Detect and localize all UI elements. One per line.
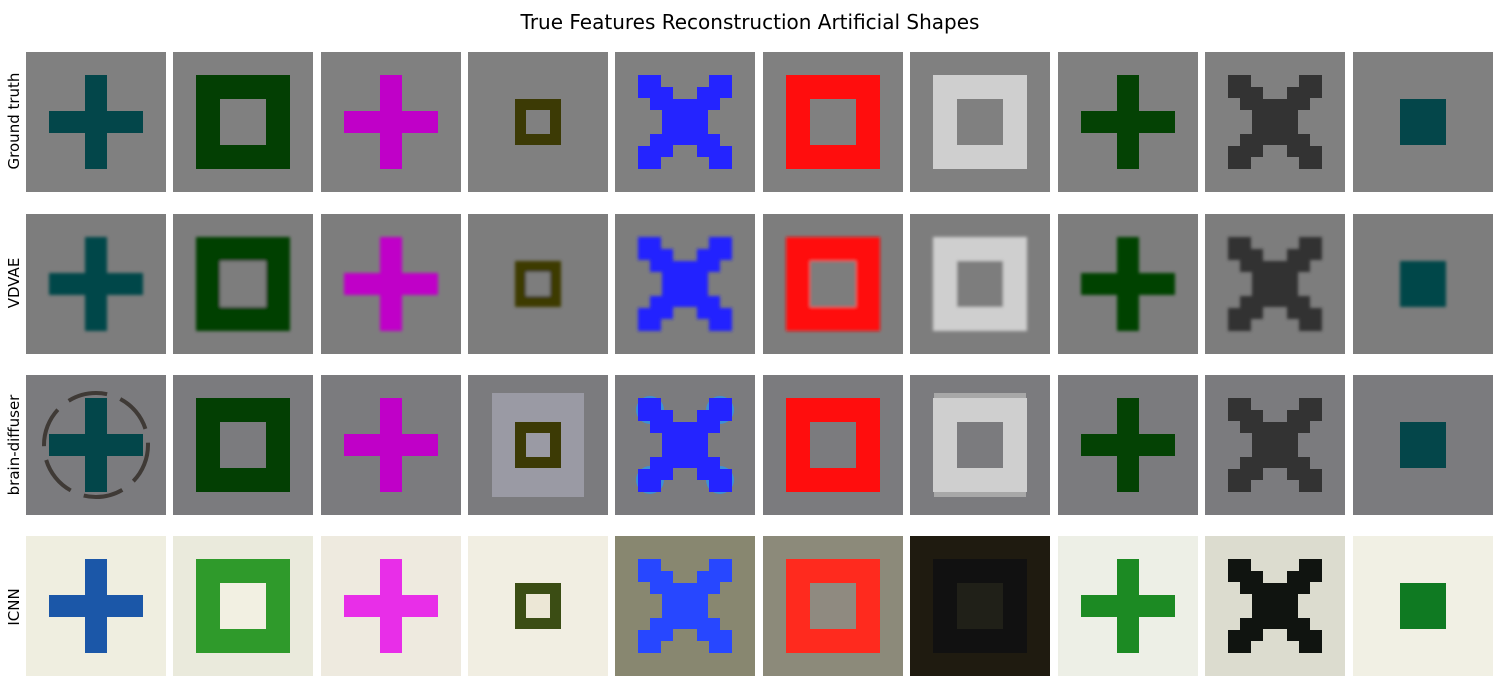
vdvae-tile [26,214,166,354]
icnn-tile [468,536,608,676]
vdvae-tile [468,214,608,354]
brain-diffuser-tile [321,375,461,515]
icnn-tile [615,536,755,676]
ground-truth-tile [26,52,166,192]
vdvae-tile [1058,214,1198,354]
vdvae-tile [173,214,313,354]
icnn-tile [763,536,903,676]
ground-truth-tile [910,52,1050,192]
vdvae-tile [321,214,461,354]
vdvae-tile [763,214,903,354]
brain-diffuser-tile [26,375,166,515]
vdvae-tile [1205,214,1345,354]
brain-diffuser-tile [763,375,903,515]
brain-diffuser-tile [1058,375,1198,515]
ground-truth-tile [1205,52,1345,192]
icnn-tile [173,536,313,676]
icnn-tile [1205,536,1345,676]
ground-truth-tile [468,52,608,192]
vdvae-tile [1353,214,1493,354]
ground-truth-tile [173,52,313,192]
ground-truth-tile [321,52,461,192]
icnn-tile [321,536,461,676]
brain-diffuser-tile [468,375,608,515]
vdvae-tile [910,214,1050,354]
row-label-ground-truth: Ground truth [5,72,23,170]
figure-title: True Features Reconstruction Artificial … [520,10,980,34]
icnn-tile [26,536,166,676]
ground-truth-tile [615,52,755,192]
row-label-icnn: ICNN [5,588,23,626]
brain-diffuser-tile [1205,375,1345,515]
ground-truth-tile [1353,52,1493,192]
ground-truth-tile [763,52,903,192]
vdvae-tile [615,214,755,354]
icnn-tile [1353,536,1493,676]
brain-diffuser-tile [173,375,313,515]
row-label-vdvae: VDVAE [5,257,23,309]
icnn-tile [910,536,1050,676]
row-label-brain-diffuser: brain-diffuser [5,394,23,496]
brain-diffuser-tile [910,375,1050,515]
brain-diffuser-tile [1353,375,1493,515]
ground-truth-tile [1058,52,1198,192]
brain-diffuser-tile [615,375,755,515]
icnn-tile [1058,536,1198,676]
